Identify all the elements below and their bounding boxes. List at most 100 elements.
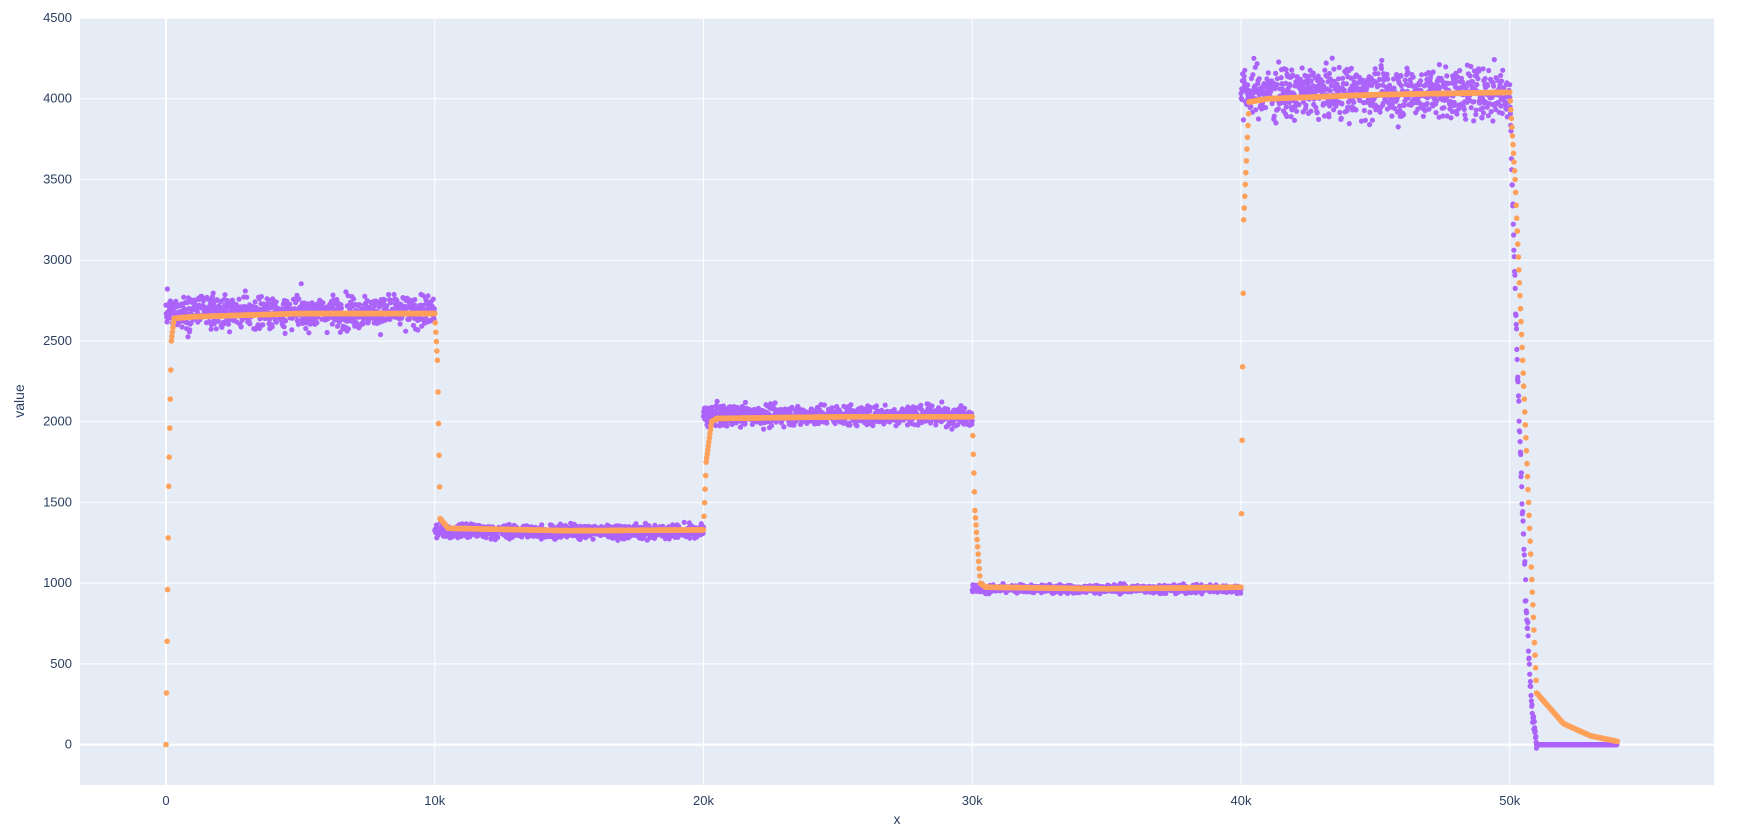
- raw-point: [1348, 65, 1354, 71]
- raw-point: [227, 329, 233, 335]
- raw-point: [1341, 87, 1347, 93]
- raw-point: [1493, 106, 1499, 113]
- raw-point: [187, 327, 193, 333]
- raw-point: [1340, 75, 1346, 81]
- raw-point: [345, 293, 351, 299]
- raw-point: [1289, 107, 1295, 113]
- raw-point: [236, 296, 242, 302]
- raw-point: [1400, 112, 1407, 118]
- raw-point: [1401, 102, 1407, 108]
- raw-point: [945, 406, 951, 412]
- raw-point: [1389, 101, 1395, 107]
- raw-point: [266, 317, 272, 323]
- raw-point: [181, 294, 187, 300]
- raw-point: [221, 321, 227, 327]
- raw-point: [1375, 71, 1381, 77]
- raw-point: [282, 318, 289, 324]
- raw-point: [1522, 559, 1528, 565]
- raw-point: [258, 294, 264, 300]
- raw-point: [1426, 106, 1432, 112]
- raw-point: [949, 426, 955, 432]
- raw-point: [1528, 692, 1534, 699]
- raw-point: [1499, 110, 1505, 116]
- raw-point: [781, 424, 787, 430]
- raw-point: [244, 294, 250, 300]
- raw-point: [1379, 57, 1385, 63]
- raw-point: [1278, 75, 1284, 81]
- smoothed-point: [167, 396, 174, 402]
- raw-point: [1455, 74, 1461, 80]
- raw-point: [914, 405, 920, 411]
- raw-point: [1516, 418, 1522, 424]
- smoothed-point: [169, 333, 175, 340]
- raw-point: [1392, 105, 1398, 112]
- raw-point: [1474, 82, 1480, 88]
- raw-point: [1285, 88, 1292, 94]
- raw-point: [1286, 99, 1292, 106]
- raw-point: [899, 406, 905, 412]
- raw-point: [1528, 683, 1534, 690]
- raw-point: [742, 421, 748, 427]
- raw-point: [185, 334, 191, 340]
- raw-point: [431, 306, 437, 312]
- raw-point: [1514, 356, 1520, 363]
- smoothed-point: [168, 367, 174, 373]
- raw-point: [377, 332, 384, 338]
- raw-point: [1303, 102, 1309, 108]
- smoothed-point: [432, 320, 439, 326]
- raw-point: [1521, 531, 1527, 537]
- raw-point: [910, 404, 916, 410]
- raw-point: [287, 301, 293, 307]
- raw-point: [1402, 77, 1408, 83]
- series-smoothed: [163, 89, 1621, 748]
- smoothed-point: [168, 338, 175, 344]
- raw-point: [1519, 501, 1525, 507]
- raw-point: [1523, 577, 1529, 583]
- raw-point: [239, 317, 245, 323]
- raw-point: [1531, 719, 1537, 725]
- raw-point: [208, 326, 214, 332]
- raw-point: [1420, 113, 1426, 119]
- raw-point: [1417, 82, 1423, 88]
- raw-point: [164, 286, 170, 292]
- smoothed-point: [433, 329, 439, 336]
- raw-point: [1321, 113, 1328, 119]
- raw-point: [362, 293, 368, 299]
- smoothed-point: [170, 320, 177, 326]
- raw-point: [1242, 67, 1248, 73]
- raw-point: [1526, 661, 1532, 667]
- raw-point: [1377, 76, 1383, 82]
- raw-point: [338, 305, 344, 311]
- raw-point: [1462, 112, 1468, 118]
- raw-point: [1516, 398, 1522, 404]
- raw-point: [1482, 76, 1488, 82]
- raw-point: [1507, 82, 1513, 88]
- smoothed-point: [163, 741, 169, 748]
- raw-point: [1367, 109, 1373, 115]
- raw-point: [1348, 75, 1354, 81]
- raw-point: [1410, 74, 1416, 80]
- raw-point: [1283, 104, 1289, 110]
- raw-point: [1470, 79, 1476, 85]
- raw-point: [755, 405, 762, 411]
- raw-point: [1509, 182, 1515, 188]
- raw-point: [1283, 80, 1289, 86]
- smoothed-point: [436, 484, 443, 490]
- raw-point: [225, 321, 232, 327]
- raw-point: [867, 404, 873, 410]
- raw-point: [824, 420, 830, 426]
- smoothed-point: [166, 454, 172, 461]
- raw-point: [384, 303, 390, 309]
- raw-point: [1471, 68, 1477, 74]
- raw-point: [368, 315, 374, 321]
- raw-point: [1476, 68, 1482, 74]
- smoothed-point: [436, 452, 442, 459]
- raw-point: [873, 403, 880, 409]
- raw-point: [1511, 247, 1517, 253]
- raw-point: [1477, 100, 1483, 106]
- smoothed-point: [432, 310, 438, 317]
- raw-point: [1405, 69, 1411, 75]
- raw-point: [1335, 76, 1342, 82]
- smoothed-point: [434, 348, 440, 354]
- raw-point: [1531, 714, 1537, 720]
